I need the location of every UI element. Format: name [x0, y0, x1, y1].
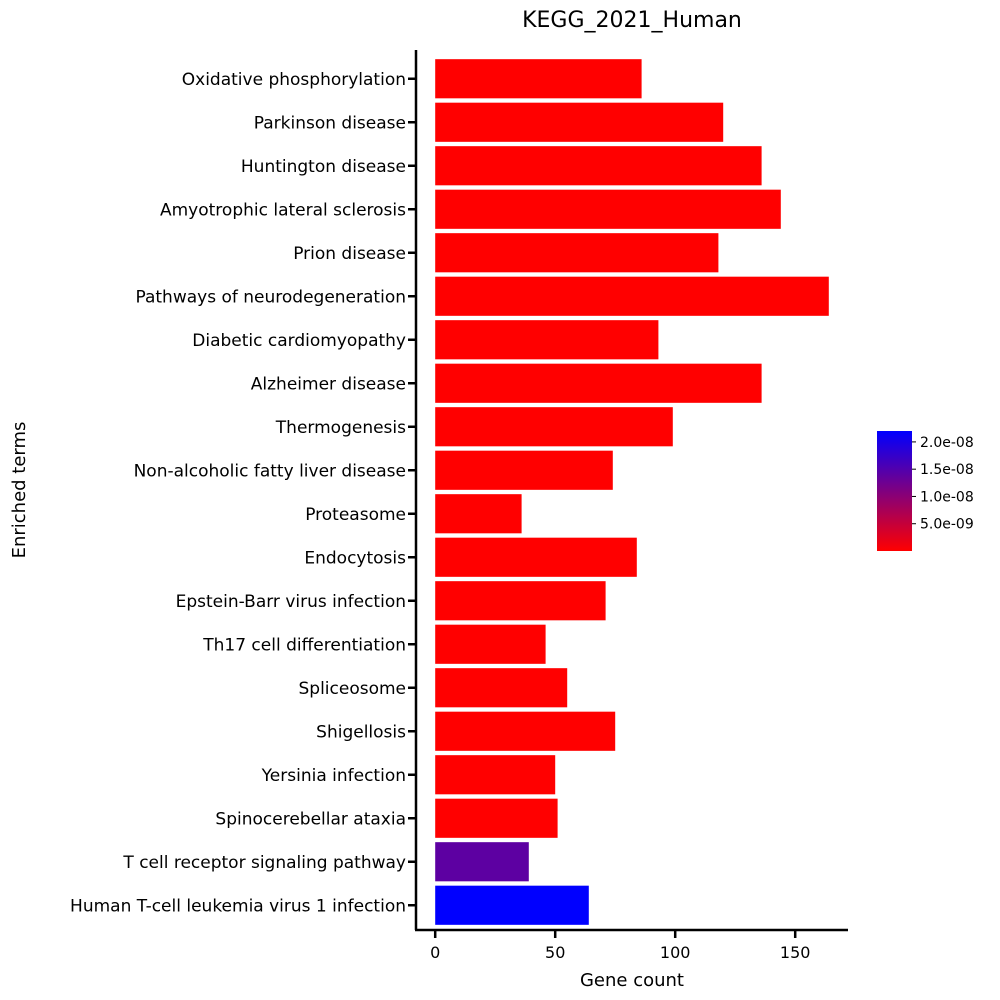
bar	[435, 624, 546, 664]
category-label: Parkinson disease	[254, 113, 406, 133]
colorbar: 5.0e-09 1.0e-08 1.5e-08 2.0e-08	[877, 431, 974, 551]
category-label: Epstein-Barr virus infection	[176, 592, 406, 612]
category-label: T cell receptor signaling pathway	[122, 853, 406, 873]
category-label: Non-alcoholic fatty liver disease	[134, 461, 406, 481]
bar	[435, 363, 762, 403]
category-label: Diabetic cardiomyopathy	[192, 331, 406, 351]
category-label: Proteasome	[305, 505, 406, 525]
category-label: Amyotrophic lateral sclerosis	[160, 200, 406, 220]
bar	[435, 494, 522, 534]
x-tick-label: 100	[660, 943, 691, 962]
bar	[435, 668, 568, 708]
category-label: Huntington disease	[241, 157, 406, 177]
bar	[435, 842, 529, 882]
x-tick-label: 0	[430, 943, 440, 962]
colorbar-tick-label: 2.0e-08	[920, 435, 974, 451]
category-label: Alzheimer disease	[251, 374, 406, 394]
bar	[435, 233, 719, 273]
bar	[435, 320, 659, 360]
category-labels: Oxidative phosphorylation Parkinson disea…	[70, 70, 416, 916]
bars-group	[435, 59, 829, 925]
colorbar-tick-label: 1.0e-08	[920, 489, 974, 505]
category-label: Spliceosome	[298, 679, 406, 699]
bar	[435, 711, 616, 751]
category-label: Shigellosis	[316, 722, 406, 742]
bar	[435, 189, 781, 229]
colorbar-gradient	[877, 431, 912, 551]
category-label: Prion disease	[293, 244, 406, 264]
bar	[435, 581, 606, 621]
bar	[435, 102, 724, 142]
bar	[435, 537, 637, 577]
x-axis-title: Gene count	[580, 970, 684, 991]
x-tick-label: 50	[545, 943, 565, 962]
y-axis-title: Enriched terms	[9, 422, 30, 559]
bar	[435, 146, 762, 186]
bar	[435, 407, 673, 447]
x-tick-label: 150	[780, 943, 811, 962]
category-label: Oxidative phosphorylation	[182, 70, 406, 90]
bar	[435, 276, 829, 316]
category-label: Th17 cell differentiation	[202, 635, 406, 655]
category-label: Pathways of neurodegeneration	[135, 287, 406, 307]
category-label: Yersinia infection	[261, 766, 406, 786]
bar	[435, 885, 589, 925]
category-label: Thermogenesis	[275, 418, 406, 438]
bar	[435, 450, 613, 490]
bar	[435, 755, 556, 795]
bar	[435, 798, 558, 838]
bar	[435, 59, 642, 99]
category-label: Spinocerebellar ataxia	[215, 809, 406, 829]
chart-title: KEGG_2021_Human	[522, 8, 742, 33]
colorbar-tick-label: 5.0e-09	[920, 517, 974, 533]
x-axis-ticks: 0 50 100 150	[430, 930, 810, 962]
colorbar-tick-label: 1.5e-08	[920, 462, 974, 478]
category-label: Human T-cell leukemia virus 1 infection	[70, 896, 406, 916]
category-label: Endocytosis	[304, 548, 406, 568]
